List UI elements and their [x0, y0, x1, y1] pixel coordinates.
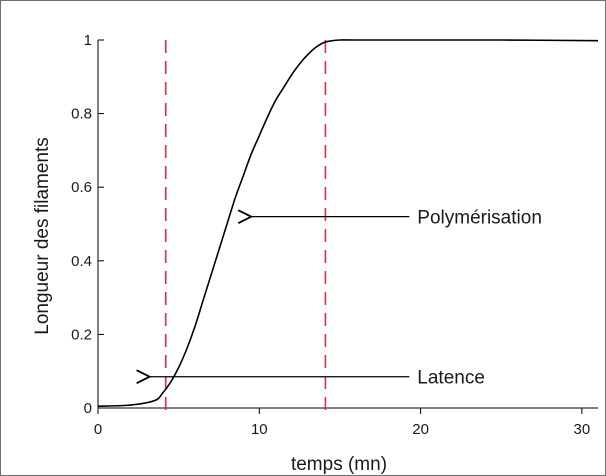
y-tick-label: 0.2: [71, 326, 92, 343]
x-axis-label: temps (mn): [291, 454, 387, 475]
ticks: 0 10 20 30 0 0.2 0.4 0.6 0.8 1: [71, 32, 590, 438]
y-tick-label: 0.8: [71, 106, 92, 123]
y-tick-label: 0: [84, 400, 92, 417]
y-tick-label: 1: [84, 32, 92, 49]
reference-lines: [164, 40, 327, 416]
y-tick-label: 0.6: [71, 179, 92, 196]
x-tick-label: 0: [94, 421, 102, 438]
x-tick-label: 20: [412, 421, 429, 438]
x-tick-label: 30: [574, 421, 591, 438]
axes: [97, 40, 598, 409]
series-group: [97, 39, 599, 407]
series-line: [97, 39, 599, 407]
y-tick-label: 0.4: [71, 253, 92, 270]
annotation-label: Polymérisation: [417, 208, 542, 229]
x-tick-label: 10: [251, 421, 268, 438]
annotations: Polymérisation Latence: [150, 208, 542, 389]
annotation-label: Latence: [417, 368, 485, 389]
y-axis-label: Longueur des filaments: [32, 137, 53, 335]
